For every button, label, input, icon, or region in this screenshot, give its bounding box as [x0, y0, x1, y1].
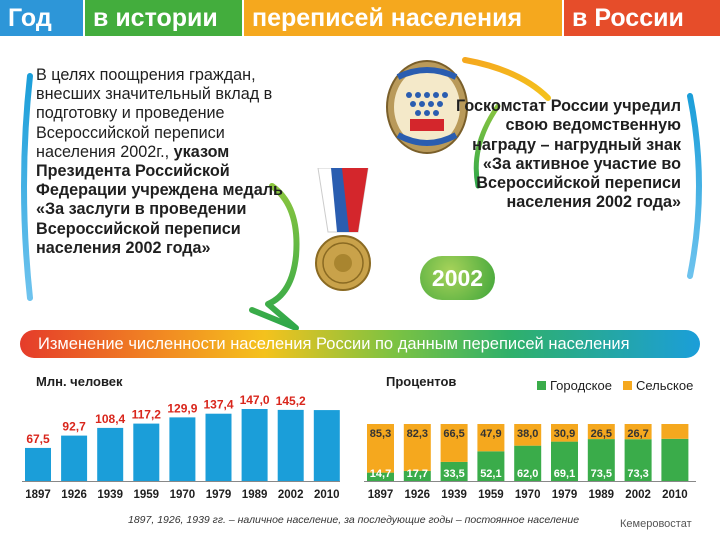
rural-value-label-1939: 66,5 — [443, 428, 464, 440]
medal-description-plain: В целях поощрения граждан, внесших значи… — [36, 66, 273, 161]
urban-value-label-2002: 73,3 — [627, 468, 648, 480]
rural-value-label-1979: 30,9 — [554, 428, 575, 440]
urban-bar-1926 — [403, 470, 431, 481]
rural-value-label-1926: 82,3 — [407, 428, 428, 440]
urban-rural-tick-label-1959: 1959 — [478, 489, 504, 501]
legend-rural-swatch — [623, 381, 632, 390]
population-chart: 67,5 1897 92,7 1926 108,4 1939 117,2 1959 129,9 1… — [22, 395, 340, 501]
population-value-label-1959: 117,2 — [132, 408, 162, 422]
urban-bar-1989 — [587, 439, 615, 481]
rural-value-label-1959: 47,9 — [480, 428, 501, 440]
population-bar-1897 — [25, 447, 51, 481]
badge-description: Госкомстат России учредил свою ведомстве… — [455, 97, 681, 212]
urban-rural-tick-label-1939: 1939 — [441, 489, 467, 501]
urban-value-label-1979: 69,1 — [554, 468, 575, 480]
legend-urban-swatch — [537, 381, 546, 390]
rural-value-label-1970: 38,0 — [517, 428, 538, 440]
rural-value-label-1989: 26,5 — [591, 428, 612, 440]
urban-bar-2010 — [661, 438, 689, 481]
rural-bar-1939 — [440, 424, 468, 462]
population-tick-label-1970: 1970 — [170, 489, 196, 501]
population-bar-1989 — [241, 409, 268, 481]
title-segment-history: в истории — [85, 0, 242, 36]
urban-bar-1959 — [477, 451, 505, 481]
credit: Кемеровостат — [620, 518, 692, 530]
census-badge-image — [386, 60, 468, 154]
population-tick-label-1897: 1897 — [25, 489, 51, 501]
urban-bar-1939 — [440, 461, 468, 481]
population-tick-label-2010: 2010 — [314, 489, 340, 501]
urban-value-label-1959: 52,1 — [480, 468, 501, 480]
urban-rural-tick-label-2002: 2002 — [625, 489, 651, 501]
population-tick-label-1979: 1979 — [206, 489, 232, 501]
rural-bar-2010 — [661, 424, 689, 439]
title-segment-year: Год — [0, 0, 83, 36]
population-tick-label-1959: 1959 — [134, 489, 160, 501]
population-value-label-1989: 147,0 — [240, 395, 270, 407]
population-tick-label-2002: 2002 — [278, 489, 304, 501]
urban-value-label-1989: 73,5 — [591, 468, 612, 480]
rural-bar-2002 — [624, 424, 652, 440]
urban-value-label-1970: 62,0 — [517, 468, 538, 480]
population-bar-2002 — [277, 409, 304, 481]
urban-rural-tick-label-2010: 2010 — [662, 489, 688, 501]
population-tick-label-1989: 1989 — [242, 489, 268, 501]
urban-bar-1979 — [551, 441, 578, 481]
urban-value-label-1897: 14,7 — [370, 468, 391, 480]
urban-value-label-1926: 17,7 — [407, 468, 428, 480]
rural-bar-1926 — [403, 424, 431, 471]
rural-bar-1979 — [551, 424, 578, 442]
urban-rural-tick-label-1926: 1926 — [405, 489, 431, 501]
population-bar-1979 — [205, 413, 232, 481]
legend-rural: Сельское — [623, 378, 693, 393]
rural-bar-1959 — [477, 424, 505, 452]
legend-urban: Городское — [537, 378, 612, 393]
population-tick-label-1926: 1926 — [61, 489, 87, 501]
population-bar-1959 — [133, 423, 160, 481]
title-segment-russia: в России — [564, 0, 720, 36]
urban-bar-2002 — [624, 439, 652, 481]
urban-rural-tick-label-1970: 1970 — [515, 489, 541, 501]
section-banner: Изменение численности населения России п… — [20, 330, 700, 358]
legend-rural-label: Сельское — [636, 378, 694, 393]
population-value-label-2002: 145,2 — [276, 395, 306, 408]
urban-rural-chart-ylabel: Процентов — [386, 374, 457, 389]
rural-value-label-2002: 26,7 — [627, 428, 648, 440]
population-bar-1939 — [97, 427, 124, 481]
rural-bar-1970 — [514, 424, 542, 446]
population-bar-2010 — [313, 410, 340, 481]
population-value-label-1897: 67,5 — [26, 432, 50, 446]
urban-rural-tick-label-1897: 1897 — [368, 489, 394, 501]
year-badge: 2002 — [420, 256, 495, 300]
population-value-label-1979: 137,4 — [203, 398, 233, 412]
medal-description-bold: указом Президента Российской Федерации у… — [36, 142, 283, 257]
urban-bar-1970 — [514, 445, 542, 481]
urban-value-label-1939: 33,5 — [443, 468, 464, 480]
rural-bar-1897 — [367, 424, 394, 473]
population-bar-1926 — [61, 435, 88, 481]
medal-description: В целях поощрения граждан, внесших значи… — [36, 66, 306, 258]
legend-urban-label: Городское — [550, 378, 612, 393]
population-tick-label-1939: 1939 — [97, 489, 123, 501]
rural-bar-1989 — [587, 424, 615, 440]
footnote: 1897, 1926, 1939 гг. – наличное населени… — [128, 514, 580, 526]
title-segment-census: переписей населения — [244, 0, 562, 36]
rural-value-label-1897: 85,3 — [370, 428, 391, 440]
urban-bar-1897 — [367, 472, 394, 481]
population-bar-1970 — [169, 417, 196, 481]
speech-bubble-arcs — [21, 57, 702, 331]
population-chart-ylabel: Млн. человек — [36, 374, 123, 389]
population-value-label-1926: 92,7 — [62, 420, 86, 434]
population-value-label-1939: 108,4 — [95, 412, 125, 426]
urban-rural-tick-label-1989: 1989 — [589, 489, 615, 501]
urban-rural-tick-label-1979: 1979 — [552, 489, 578, 501]
medal-image — [315, 168, 371, 291]
population-value-label-1970: 129,9 — [167, 401, 197, 415]
urban-rural-chart: 14,7 85,3 1897 17,7 82,3 1926 33,5 66,5 1939 52,1… — [364, 424, 696, 501]
